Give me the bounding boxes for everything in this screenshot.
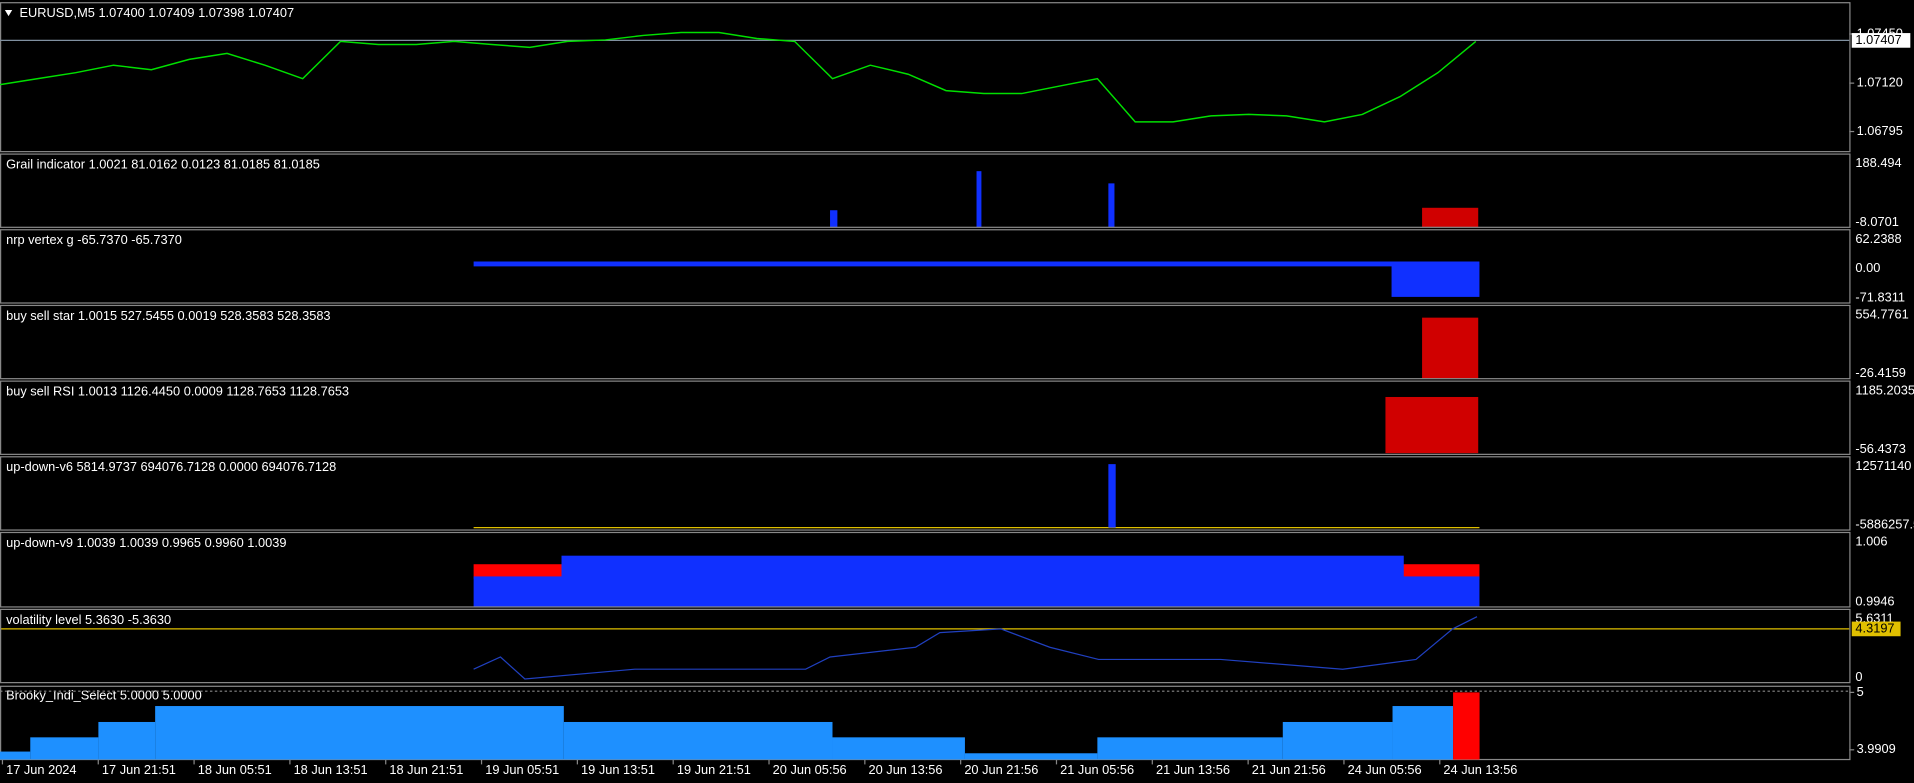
pane-title: volatility level 5.3630 -5.3630 xyxy=(6,612,171,627)
time-label: 20 Jun 21:56 xyxy=(964,762,1038,777)
scale-label: -56.4373 xyxy=(1855,441,1906,456)
scale-label: -71.8311 xyxy=(1855,290,1905,305)
scale-label: 12571140 xyxy=(1855,458,1911,473)
pane-title: up-down-v6 5814.9737 694076.7128 0.0000 … xyxy=(6,459,336,474)
step-block xyxy=(155,706,564,760)
time-label: 18 Jun 05:51 xyxy=(198,762,272,777)
scale-label: 1185.2035 xyxy=(1855,382,1914,397)
pane-frame xyxy=(0,531,1851,608)
pane-frame xyxy=(0,229,1851,304)
rsi-bars xyxy=(1385,396,1479,454)
step-block xyxy=(563,721,833,760)
step-block xyxy=(964,753,1098,760)
grail-bar xyxy=(830,210,838,228)
last-price-box xyxy=(1851,33,1911,48)
nrp-histogram xyxy=(473,261,1480,267)
v9-blue xyxy=(561,555,1404,581)
pane-frame xyxy=(0,380,1851,455)
step-block xyxy=(1097,737,1283,760)
v6-spike xyxy=(1108,464,1116,528)
time-label: 24 Jun 13:56 xyxy=(1443,762,1517,777)
scale-label: 62.2388 xyxy=(1855,231,1901,246)
nrp-histogram xyxy=(1391,265,1480,297)
volatility-line xyxy=(473,616,1478,680)
time-label: 19 Jun 05:51 xyxy=(485,762,559,777)
scale-label: 0.00 xyxy=(1855,260,1880,275)
step-block xyxy=(30,737,99,760)
grail-bar xyxy=(1422,207,1479,228)
y-tick-label: 5 xyxy=(1857,684,1864,699)
step-block xyxy=(1453,692,1480,760)
time-label: 21 Jun 05:56 xyxy=(1060,762,1134,777)
step-block xyxy=(1282,721,1393,760)
scale-label: -5886257.5 xyxy=(1855,517,1914,532)
pane-frame xyxy=(0,304,1851,380)
time-label: 19 Jun 13:51 xyxy=(581,762,655,777)
pane-title: buy sell star 1.0015 527.5455 0.0019 528… xyxy=(6,308,330,323)
pane-title: EURUSD,M5 1.07400 1.07409 1.07398 1.0740… xyxy=(20,5,295,20)
indicator-drawings xyxy=(0,171,1850,680)
scale-label: 554.7761 xyxy=(1855,307,1908,322)
step-block xyxy=(98,721,156,760)
time-label: 17 Jun 21:51 xyxy=(102,762,176,777)
step-block xyxy=(832,737,965,760)
time-label: 20 Jun 13:56 xyxy=(869,762,943,777)
scale-label: -26.4159 xyxy=(1855,365,1906,380)
time-label: 20 Jun 05:56 xyxy=(773,762,847,777)
grail-bar xyxy=(1108,183,1115,228)
step-block xyxy=(1392,706,1454,760)
last-price-label: 1.07407 xyxy=(1855,32,1901,47)
pane-title: buy sell RSI 1.0013 1126.4450 0.0009 112… xyxy=(6,384,349,399)
price-line xyxy=(0,31,1477,123)
step-block xyxy=(0,751,31,760)
y-tick-label: 3.9909 xyxy=(1857,741,1896,756)
grail-bar xyxy=(976,171,982,228)
time-label: 21 Jun 13:56 xyxy=(1156,762,1230,777)
y-tick-label: 1.06795 xyxy=(1857,123,1903,138)
level-box xyxy=(1851,621,1901,637)
time-label: 17 Jun 2024 xyxy=(6,762,76,777)
pane-frame xyxy=(0,2,1851,153)
pane-title: up-down-v9 1.0039 1.0039 0.9965 0.9960 1… xyxy=(6,535,286,550)
scale-label: 4.3197 xyxy=(1855,620,1894,635)
pane-frame xyxy=(0,456,1851,531)
pane-frame xyxy=(0,608,1851,684)
scale-label: -8.0701 xyxy=(1855,214,1898,229)
time-label: 18 Jun 13:51 xyxy=(294,762,368,777)
scale-label: 0 xyxy=(1855,669,1862,684)
scale-label: 188.494 xyxy=(1855,155,1901,170)
scale-label: 0.9946 xyxy=(1855,593,1894,608)
pane-title: Grail indicator 1.0021 81.0162 0.0123 81… xyxy=(6,156,320,171)
v9-blue xyxy=(473,576,1480,607)
y-tick-label: 1.07120 xyxy=(1857,75,1903,90)
time-label: 18 Jun 21:51 xyxy=(389,762,463,777)
pane-frame xyxy=(0,153,1851,228)
scale-label: 1.006 xyxy=(1855,534,1887,549)
time-label: 19 Jun 21:51 xyxy=(677,762,751,777)
collapse-arrow xyxy=(4,10,13,17)
star-bars xyxy=(1422,317,1479,379)
time-label: 24 Jun 05:56 xyxy=(1348,762,1422,777)
pane-title: nrp vertex g -65.7370 -65.7370 xyxy=(6,232,182,247)
pane-title: Brooky_Indi_Select 5.0000 5.0000 xyxy=(6,687,202,702)
time-label: 21 Jun 21:56 xyxy=(1252,762,1326,777)
